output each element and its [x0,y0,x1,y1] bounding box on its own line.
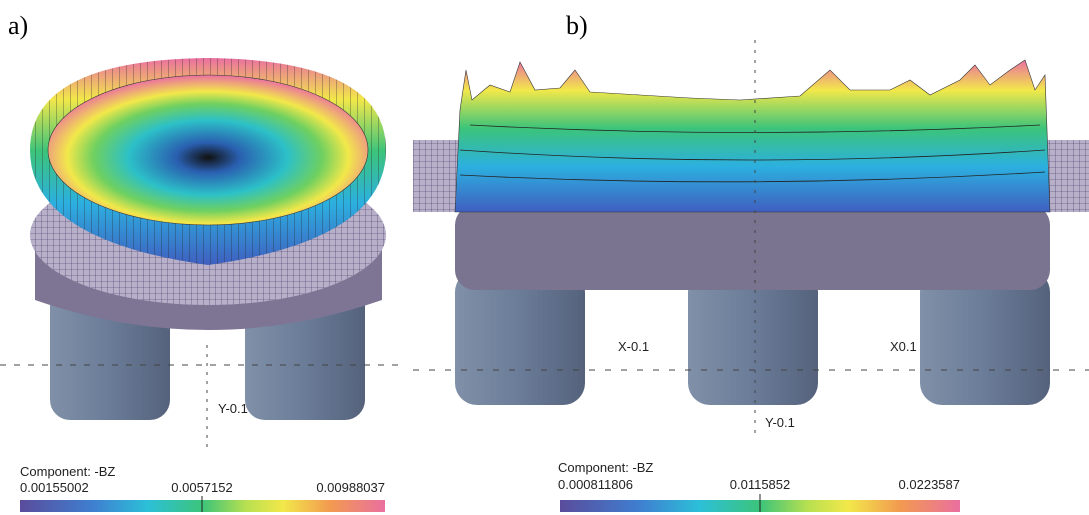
colorbar-tick: 0.0115852 [730,477,791,492]
colorbar-title: Component: -BZ [20,464,115,479]
panel-a: a) Y-0.1 Component: -BZ 0.00155002 0.005… [0,11,400,512]
figure: a) Y-0.1 Component: -BZ 0.00155002 0.005… [0,0,1089,515]
axis-label: X0.1 [890,339,917,354]
field-surface [455,60,1050,212]
colorbar-tick: 0.0223587 [899,477,960,492]
cylinder [688,270,818,405]
colorbar-tick: 0.0057152 [171,480,232,495]
axis-label: Y-0.1 [765,415,795,430]
colorbar-tick: 0.00988037 [316,480,385,495]
panel-b: b) X-0.1 X0.1 Y-0.1 Component: -BZ 0.000… [413,11,1089,512]
bowl-inner [48,75,368,225]
cylinder [920,270,1050,405]
axis-label: Y-0.1 [218,401,248,416]
colorbar-tick: 0.000811806 [558,477,633,492]
cylinder [455,270,585,405]
panel-label: b) [566,11,588,40]
panel-label: a) [8,11,28,40]
axis-label: X-0.1 [618,339,649,354]
colorbar-tick: 0.00155002 [20,480,89,495]
colorbar-title: Component: -BZ [558,460,653,475]
slab [455,205,1050,290]
